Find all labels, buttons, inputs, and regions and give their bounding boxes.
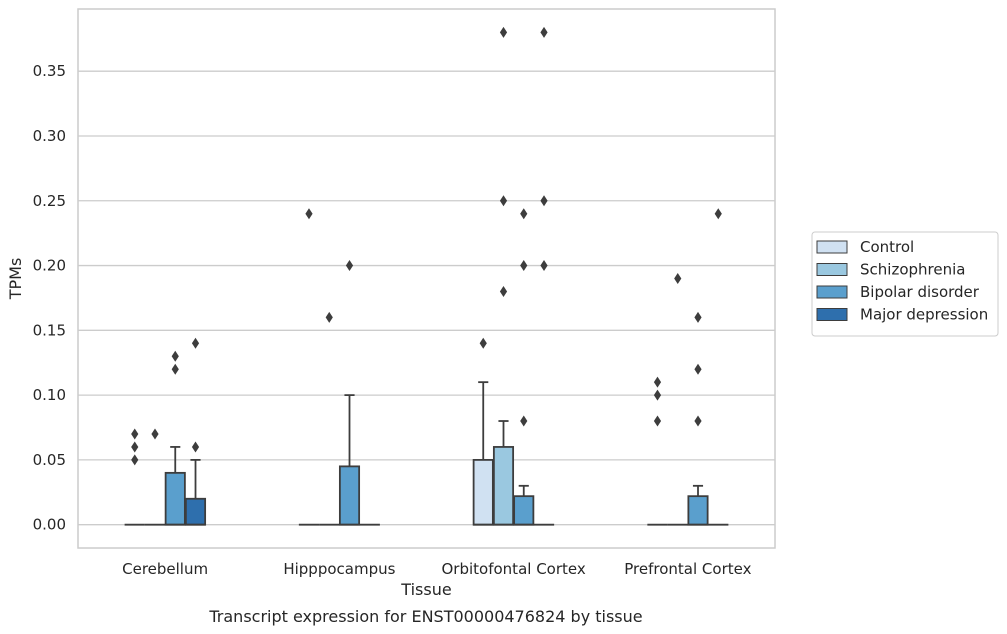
y-tick-label: 0.30	[33, 127, 66, 145]
box-rect	[687, 495, 709, 526]
legend-swatch	[816, 240, 848, 254]
outlier-point	[694, 311, 702, 323]
box-control	[472, 337, 494, 526]
legend: Control Schizophrenia Bipolar disorder Majo…	[811, 231, 999, 337]
legend-frame	[811, 231, 999, 337]
y-tick-label: 0.00	[33, 516, 66, 534]
outlier-point	[499, 26, 508, 38]
box-bipolar-disorder	[513, 208, 535, 526]
outlier-point	[131, 441, 139, 453]
outlier-point	[171, 350, 179, 362]
outlier-point	[151, 428, 159, 440]
box-major-depression	[184, 337, 207, 526]
outlier-point	[305, 208, 313, 220]
outlier-point	[694, 415, 702, 427]
box-schizophrenia	[319, 311, 340, 526]
outlier-point	[191, 337, 200, 349]
outlier-point	[540, 195, 548, 207]
y-tick-label: 0.15	[33, 321, 66, 339]
legend-label: Schizophrenia	[860, 261, 965, 279]
box-rect	[164, 471, 186, 526]
outlier-point	[653, 376, 662, 388]
y-axis-label: TPMs	[6, 258, 25, 301]
legend-swatch	[816, 285, 848, 299]
box-rect	[492, 446, 515, 526]
outlier-point	[499, 285, 508, 297]
legend-label: Bipolar disorder	[860, 283, 980, 301]
outlier-point	[540, 260, 548, 272]
y-tick-label: 0.25	[33, 192, 66, 210]
box-bipolar-disorder	[687, 311, 709, 526]
box-bipolar-disorder	[338, 260, 361, 526]
box-schizophrenia	[667, 273, 688, 526]
y-tick-label: 0.10	[33, 386, 66, 404]
legend-label: Control	[860, 238, 914, 256]
outlier-point	[714, 208, 722, 220]
x-axis-label: Tissue	[400, 580, 451, 599]
outlier-point	[540, 26, 548, 38]
box-rect	[472, 458, 494, 526]
outlier-point	[325, 311, 333, 323]
figure-caption: Transcript expression for ENST0000047682…	[208, 607, 642, 626]
y-tick-label: 0.35	[33, 62, 66, 80]
x-tick-label: Hipppocampus	[283, 560, 395, 578]
box-control	[298, 208, 320, 526]
outlier-point	[520, 208, 528, 220]
box-control	[647, 376, 668, 526]
box-rect	[513, 495, 535, 526]
y-gridlines	[78, 70, 775, 526]
outlier-point	[131, 454, 139, 466]
y-tick-label: 0.20	[33, 257, 66, 275]
outlier-point	[520, 415, 528, 427]
outlier-point	[694, 363, 702, 375]
y-tick-labels: 0.00 0.05 0.10 0.15 0.20 0.25 0.30 0.35	[33, 62, 66, 533]
y-tick-label: 0.05	[33, 451, 66, 469]
outlier-point	[171, 363, 179, 375]
outlier-point	[653, 389, 662, 401]
box-series	[124, 26, 729, 526]
legend-label: Major depression	[860, 306, 988, 324]
outlier-point	[131, 428, 139, 440]
x-tick-label: Prefrontal Cortex	[624, 560, 751, 578]
outlier-point	[674, 273, 682, 284]
box-bipolar-disorder	[164, 350, 186, 526]
outlier-point	[499, 195, 508, 207]
box-rect	[184, 497, 207, 526]
legend-swatch	[816, 308, 848, 321]
box-schizophrenia	[492, 26, 515, 526]
outlier-point	[479, 337, 487, 349]
x-tick-label: Cerebellum	[122, 560, 208, 578]
x-tick-labels: Cerebellum Hipppocampus Orbitofontal Corte…	[122, 560, 751, 578]
box-major-depression	[708, 208, 729, 526]
plot-area-frame	[77, 8, 776, 549]
outlier-point	[653, 415, 662, 427]
outlier-point	[191, 441, 200, 453]
outlier-point	[520, 260, 528, 272]
box-schizophrenia	[144, 428, 166, 526]
box-rect	[338, 465, 361, 526]
box-control	[124, 428, 145, 526]
legend-swatch	[816, 263, 848, 276]
box-major-depression	[533, 26, 555, 526]
outlier-point	[345, 260, 354, 272]
x-tick-label: Orbitofontal Cortex	[442, 560, 586, 578]
